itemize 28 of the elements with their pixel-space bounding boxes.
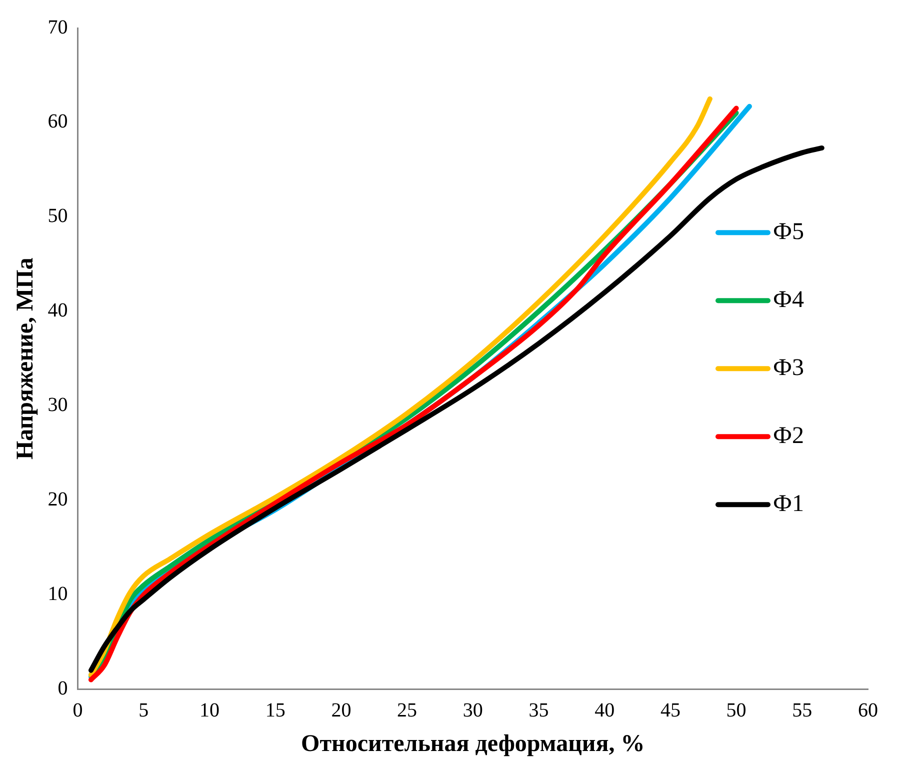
legend-label: Ф3 [773,354,804,381]
x-tick-label: 55 [792,699,812,722]
y-tick-label: 40 [48,300,68,322]
x-tick-label: 15 [265,699,286,722]
y-tick-label: 0 [58,677,68,700]
x-tick-label: 30 [462,699,483,722]
x-tick-label: 0 [72,699,83,722]
x-tick-label: 20 [331,699,352,722]
y-tick-label: 10 [48,582,68,605]
y-tick-label: 30 [48,394,68,416]
legend-label: Ф5 [773,218,804,245]
x-axis-title: Относительная деформация, % [301,730,645,757]
y-axis-title: Напряжение, МПа [12,258,39,460]
y-tick-label: 70 [48,16,68,38]
y-tick-label: 60 [48,110,68,133]
x-tick-label: 50 [726,699,746,722]
y-tick-label: 50 [48,205,68,228]
x-tick-label: 25 [397,699,418,722]
x-tick-label: 10 [200,699,220,722]
x-tick-label: 5 [138,699,149,722]
x-tick-label: 60 [858,699,878,722]
legend-label: Ф4 [773,286,804,313]
x-tick-label: 35 [528,699,549,722]
legend-label: Ф1 [773,490,804,517]
legend-label: Ф2 [773,422,804,449]
x-tick-label: 40 [594,699,615,722]
x-tick-label: 45 [660,699,680,722]
y-tick-label: 20 [48,488,68,511]
